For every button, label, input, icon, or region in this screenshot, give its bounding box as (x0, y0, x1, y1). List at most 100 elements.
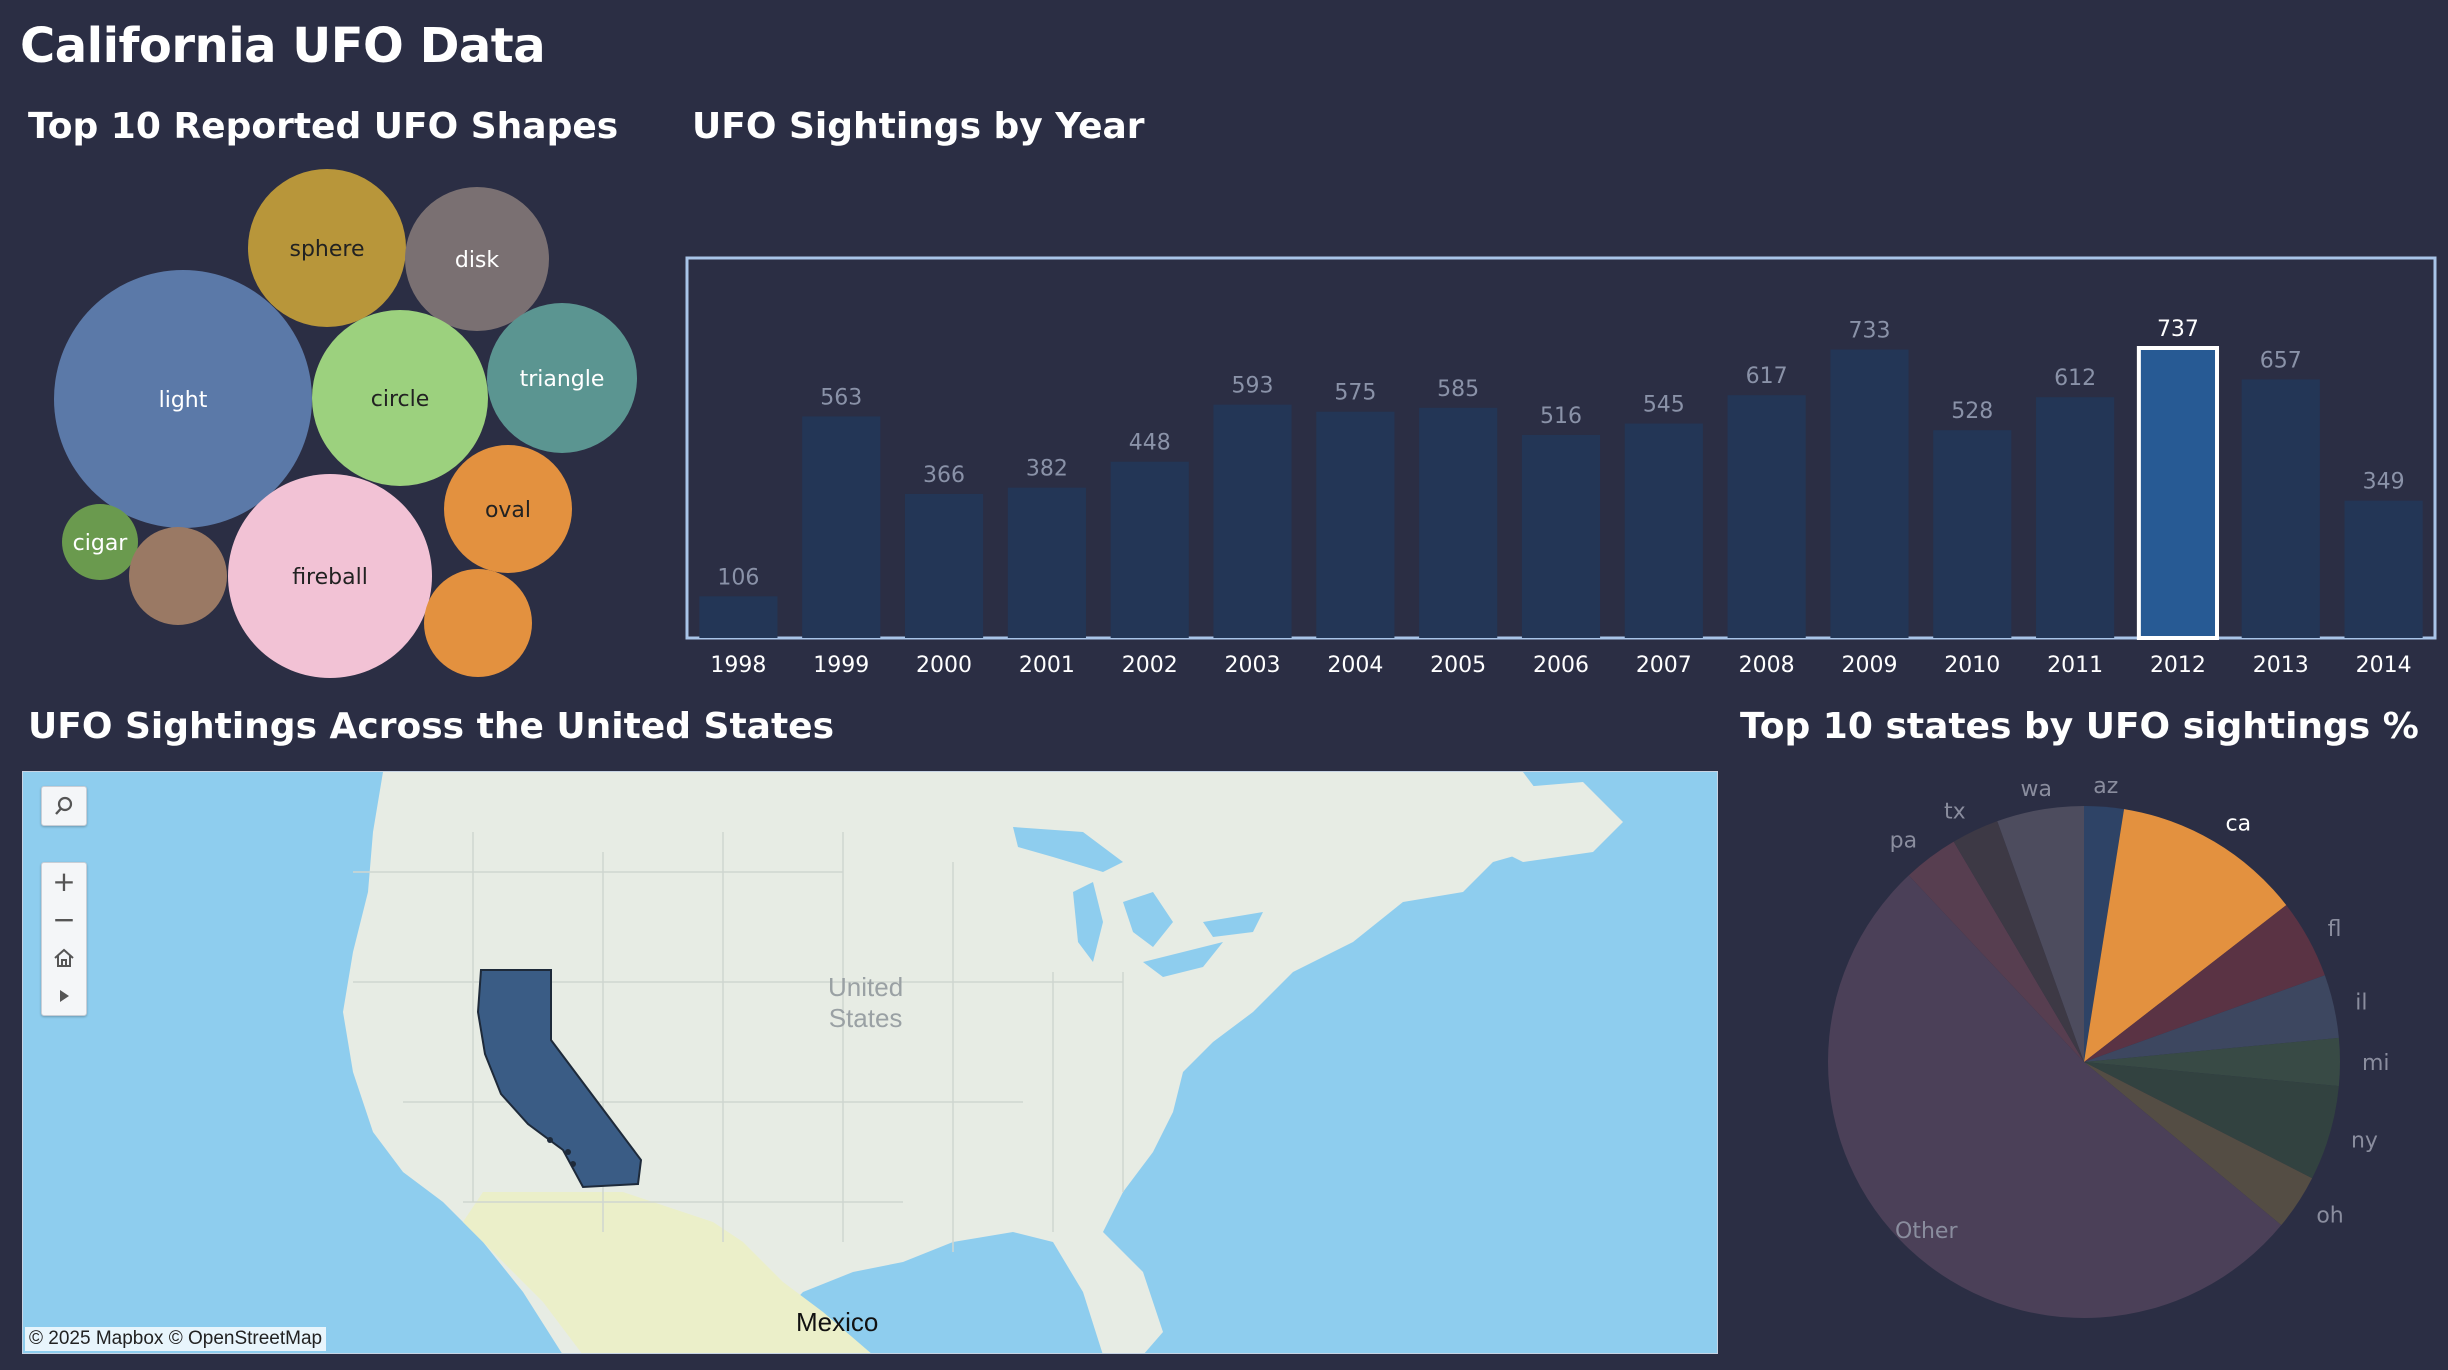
pie-label-pa: pa (1890, 829, 1917, 854)
bar-2001[interactable] (1007, 487, 1086, 638)
home-icon[interactable] (42, 939, 86, 977)
map-label-mexico: Mexico (796, 1307, 879, 1337)
bar-value-label-2009: 733 (1848, 319, 1890, 344)
bubble-light[interactable]: light (54, 270, 312, 528)
x-tick-label-2006: 2006 (1533, 653, 1589, 678)
bubble-label: cigar (73, 531, 129, 556)
bar-2011[interactable] (2036, 397, 2115, 638)
us-map[interactable]: United States Mexico + − © 2025 Mapbox ©… (22, 771, 1718, 1354)
map-search-tool[interactable] (41, 786, 87, 826)
x-tick-label-2012: 2012 (2150, 653, 2206, 678)
bar-2014[interactable] (2344, 500, 2423, 638)
bar-2013[interactable] (2241, 379, 2320, 638)
x-tick-label-1999: 1999 (813, 653, 869, 678)
pie-label-oh: oh (2316, 1204, 2343, 1229)
bubble-sphere[interactable]: sphere (248, 169, 406, 327)
bar-value-label-2010: 528 (1951, 399, 1993, 424)
pie-slice-pa[interactable] (1908, 841, 2084, 1062)
bubble-label: disk (455, 248, 500, 273)
pie-label-wa: wa (2020, 777, 2051, 802)
x-tick-label-2003: 2003 (1225, 653, 1281, 678)
x-tick-label-2004: 2004 (1327, 653, 1383, 678)
bar-value-label-1999: 563 (820, 385, 862, 410)
bar-1999[interactable] (802, 416, 881, 638)
x-tick-label-2009: 2009 (1841, 653, 1897, 678)
map-base (343, 772, 1623, 1353)
bubble-label: circle (371, 387, 430, 412)
play-icon[interactable] (42, 977, 86, 1015)
pie-slice-mi[interactable] (2084, 1037, 2340, 1087)
bar-value-label-2001: 382 (1026, 457, 1068, 482)
bubble-fireball[interactable]: fireball (228, 474, 432, 678)
bar-value-label-2011: 612 (2054, 366, 2096, 391)
pie-slice-il[interactable] (2084, 975, 2339, 1062)
bar-2008[interactable] (1727, 395, 1806, 638)
bar-2000[interactable] (904, 493, 984, 638)
map-attribution[interactable]: © 2025 Mapbox © OpenStreetMap (25, 1327, 327, 1351)
bar-2002[interactable] (1110, 461, 1189, 638)
pie-label-az: az (2093, 774, 2118, 799)
bubble-circle[interactable]: circle (312, 310, 488, 486)
years-chart-title: UFO Sightings by Year (692, 106, 1145, 147)
bubble-oval[interactable]: oval (444, 445, 572, 573)
map-label-united-states: United States (828, 972, 904, 1033)
x-tick-label-2005: 2005 (1430, 653, 1486, 678)
x-tick-label-2008: 2008 (1739, 653, 1795, 678)
years-bar-chart[interactable]: 106 1998 563 1999 366 2000 382 2001 448 2002 593 20… (680, 250, 2440, 690)
bubble-unlabeled-9[interactable] (424, 569, 532, 677)
bar-2007[interactable] (1624, 423, 1703, 638)
bubble-label: triangle (520, 367, 605, 392)
dashboard-title: California UFO Data (20, 18, 546, 74)
canada-east-land (1463, 782, 1623, 862)
bubble-label: sphere (289, 237, 364, 262)
bar-value-label-2013: 657 (2260, 348, 2302, 373)
bar-2006[interactable] (1521, 434, 1601, 638)
bar-2003[interactable] (1213, 404, 1292, 638)
pie-slice-fl[interactable] (2084, 905, 2325, 1062)
pie-label-tx: tx (1944, 799, 1966, 824)
bar-value-label-2005: 585 (1437, 377, 1479, 402)
bubble-label: light (159, 388, 208, 413)
bar-2005[interactable] (1419, 407, 1498, 638)
pie-chart-title: Top 10 states by UFO sightings % (1740, 706, 2419, 747)
pie-slice-other[interactable] (1828, 875, 2282, 1318)
bar-1998[interactable] (699, 596, 778, 638)
zoom-out-icon[interactable]: − (52, 903, 76, 936)
map-title: UFO Sightings Across the United States (28, 706, 835, 747)
x-tick-label-1998: 1998 (710, 653, 766, 678)
x-tick-label-2007: 2007 (1636, 653, 1692, 678)
bubble-disk[interactable]: disk (405, 187, 549, 331)
pie-label-fl: fl (2328, 917, 2342, 942)
pie-label-ny: ny (2351, 1129, 2378, 1154)
x-tick-label-2000: 2000 (916, 653, 972, 678)
bar-2010[interactable] (1933, 430, 2012, 638)
bar-value-label-2008: 617 (1746, 364, 1788, 389)
map-zoom-controls[interactable]: + − (41, 862, 87, 1016)
bubble-triangle[interactable]: triangle (487, 303, 637, 453)
bubble-unlabeled-8[interactable] (129, 527, 227, 625)
zoom-in-icon[interactable]: + (52, 865, 76, 898)
pie-slice-tx[interactable] (1953, 821, 2084, 1062)
x-tick-label-2010: 2010 (1944, 653, 2000, 678)
x-tick-label-2013: 2013 (2253, 653, 2309, 678)
states-pie-chart[interactable]: az ca fl il mi ny oh Other pa tx wa (1760, 770, 2440, 1340)
x-tick-label-2002: 2002 (1122, 653, 1178, 678)
search-icon[interactable] (42, 787, 86, 825)
x-tick-label-2014: 2014 (2356, 653, 2412, 678)
pie-slice-ca[interactable] (2084, 809, 2287, 1062)
bar-value-label-2014: 349 (2363, 470, 2405, 495)
bar-2012[interactable] (2136, 346, 2220, 640)
pie-slice-az[interactable] (2084, 806, 2125, 1062)
bar-2004[interactable] (1316, 411, 1395, 638)
bar-2009[interactable] (1830, 349, 1909, 638)
pie-slice-wa[interactable] (1997, 806, 2084, 1062)
bar-value-label-2000: 366 (923, 463, 965, 488)
shapes-bubble-chart[interactable]: light sphere disk circle triangle oval firebal… (40, 160, 660, 690)
bubble-label: fireball (292, 565, 368, 590)
pie-slice-oh[interactable] (2084, 1062, 2313, 1226)
pie-slice-ny[interactable] (2084, 1062, 2339, 1179)
pie-label-mi: mi (2362, 1051, 2390, 1076)
bubble-cigar[interactable]: cigar (62, 504, 138, 580)
pie-label-il: il (2355, 990, 2367, 1015)
great-lakes (1013, 827, 1263, 977)
